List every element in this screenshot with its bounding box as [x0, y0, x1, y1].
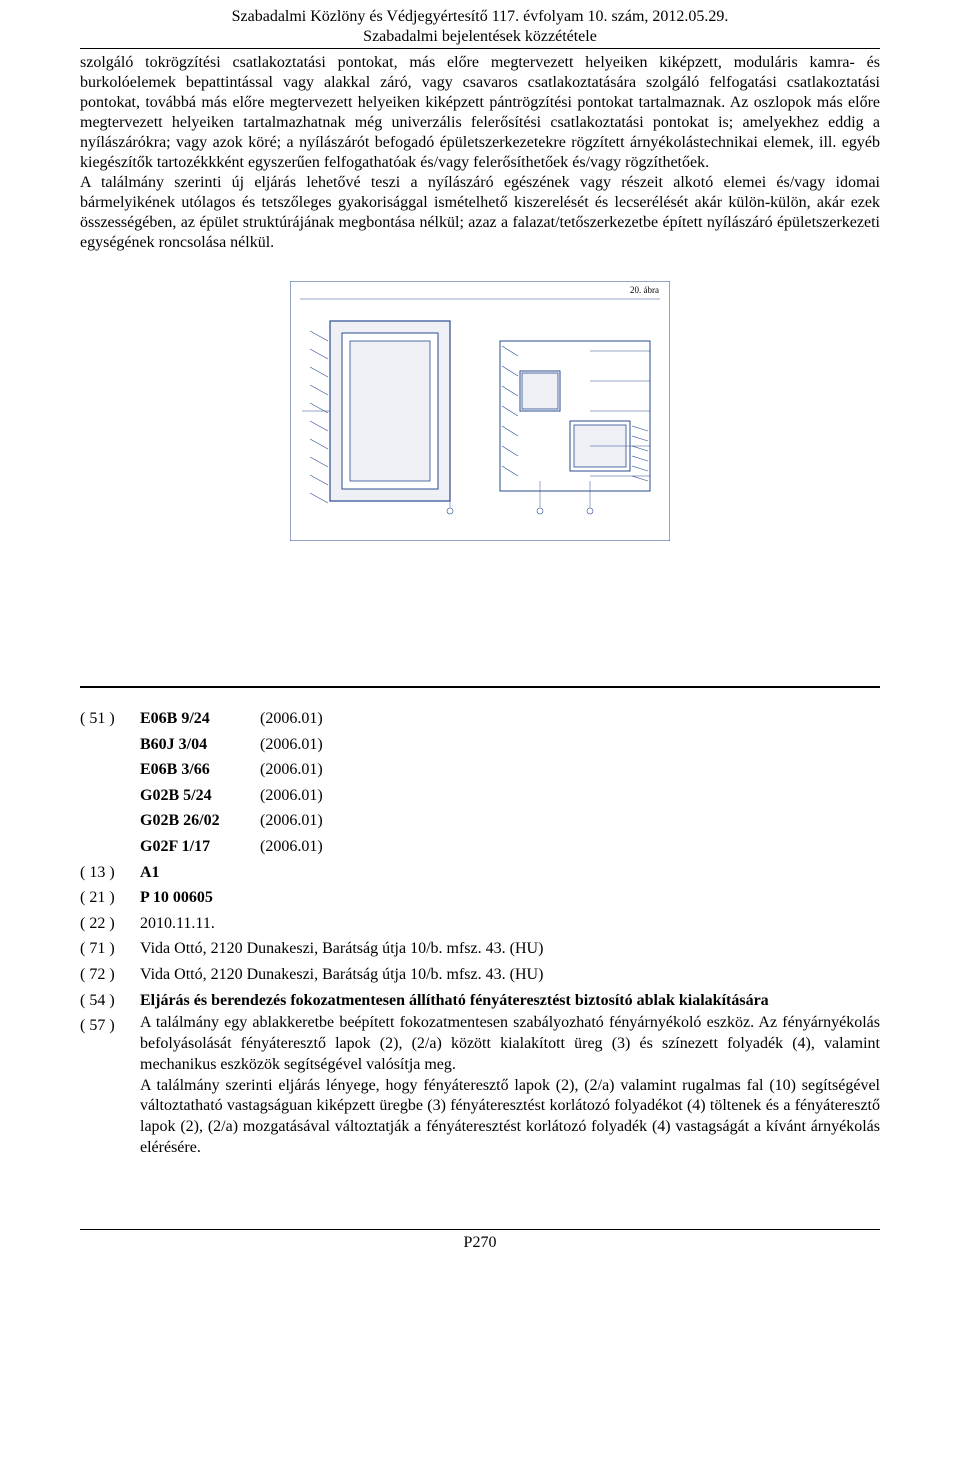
- field-value-54: Eljárás és berendezés fokozatmentesen ál…: [140, 988, 880, 1014]
- field-value-13: A1: [140, 860, 323, 886]
- classification-ver-4: (2006.01): [260, 808, 323, 834]
- row-51-5: G02F 1/17 (2006.01): [80, 834, 323, 860]
- field-code-57: ( 57 ): [80, 1013, 140, 1159]
- row-51-4: G02B 26/02 (2006.01): [80, 808, 323, 834]
- row-13: ( 13 ) A1: [80, 860, 323, 886]
- row-57: ( 57 ) A találmány egy ablakkeretbe beép…: [80, 1013, 880, 1159]
- field-code-22: ( 22 ): [80, 911, 140, 937]
- field-code-21: ( 21 ): [80, 885, 140, 911]
- classification-4: G02B 26/02: [140, 808, 260, 834]
- page-number: P270: [80, 1229, 880, 1252]
- classification-ver-1: (2006.01): [260, 732, 323, 758]
- header-section: Szabadalmi bejelentések közzététele: [80, 28, 880, 49]
- field-value-22: 2010.11.11.: [140, 911, 323, 937]
- classification-ver-3: (2006.01): [260, 783, 323, 809]
- field-value-72: Vida Ottó, 2120 Dunakeszi, Barátság útja…: [140, 962, 880, 988]
- classification-5: G02F 1/17: [140, 834, 260, 860]
- body-paragraph-1: szolgáló tokrögzítési csatlakoztatási po…: [80, 53, 880, 173]
- abstract-p1: A találmány egy ablakkeretbe beépített f…: [140, 1013, 880, 1075]
- row-51-2: E06B 3/66 (2006.01): [80, 757, 323, 783]
- classification-1: B60J 3/04: [140, 732, 260, 758]
- field-value-71: Vida Ottó, 2120 Dunakeszi, Barátság útja…: [140, 936, 880, 962]
- field-code-72: ( 72 ): [80, 962, 140, 988]
- continuation-body: szolgáló tokrögzítési csatlakoztatási po…: [80, 53, 880, 253]
- field-code-13: ( 13 ): [80, 860, 140, 886]
- svg-text:20. ábra: 20. ábra: [630, 285, 659, 295]
- abstract-p2: A találmány szerinti eljárás lényege, ho…: [140, 1076, 880, 1159]
- classification-ver-0: (2006.01): [260, 706, 323, 732]
- abstract-cell: A találmány egy ablakkeretbe beépített f…: [140, 1013, 880, 1159]
- row-72: ( 72 ) Vida Ottó, 2120 Dunakeszi, Baráts…: [80, 962, 880, 988]
- field-code-51: ( 51 ): [80, 706, 140, 732]
- row-22: ( 22 ) 2010.11.11.: [80, 911, 323, 937]
- row-71: ( 71 ) Vida Ottó, 2120 Dunakeszi, Baráts…: [80, 936, 880, 962]
- row-54: ( 54 ) Eljárás és berendezés fokozatment…: [80, 988, 880, 1014]
- row-51-3: G02B 5/24 (2006.01): [80, 783, 323, 809]
- field-value-21: P 10 00605: [140, 885, 323, 911]
- classification-ver-2: (2006.01): [260, 757, 323, 783]
- header-journal: Szabadalmi Közlöny és Védjegyértesítő 11…: [80, 8, 880, 26]
- entry-fields: ( 51 ) E06B 9/24 (2006.01) B60J 3/04 (20…: [80, 706, 323, 936]
- body-paragraph-2: A találmány szerinti új eljárás lehetővé…: [80, 173, 880, 253]
- entry-fields-wide: ( 71 ) Vida Ottó, 2120 Dunakeszi, Baráts…: [80, 936, 880, 1158]
- row-21: ( 21 ) P 10 00605: [80, 885, 323, 911]
- figure-drawing: 20. ábra: [290, 281, 670, 541]
- field-code-71: ( 71 ): [80, 936, 140, 962]
- field-code-54: ( 54 ): [80, 988, 140, 1014]
- classification-ver-5: (2006.01): [260, 834, 323, 860]
- entry-divider: [80, 686, 880, 688]
- classification-2: E06B 3/66: [140, 757, 260, 783]
- figure-20: 20. ábra: [80, 281, 880, 546]
- classification-3: G02B 5/24: [140, 783, 260, 809]
- row-51-1: B60J 3/04 (2006.01): [80, 732, 323, 758]
- row-51-0: ( 51 ) E06B 9/24 (2006.01): [80, 706, 323, 732]
- classification-0: E06B 9/24: [140, 706, 260, 732]
